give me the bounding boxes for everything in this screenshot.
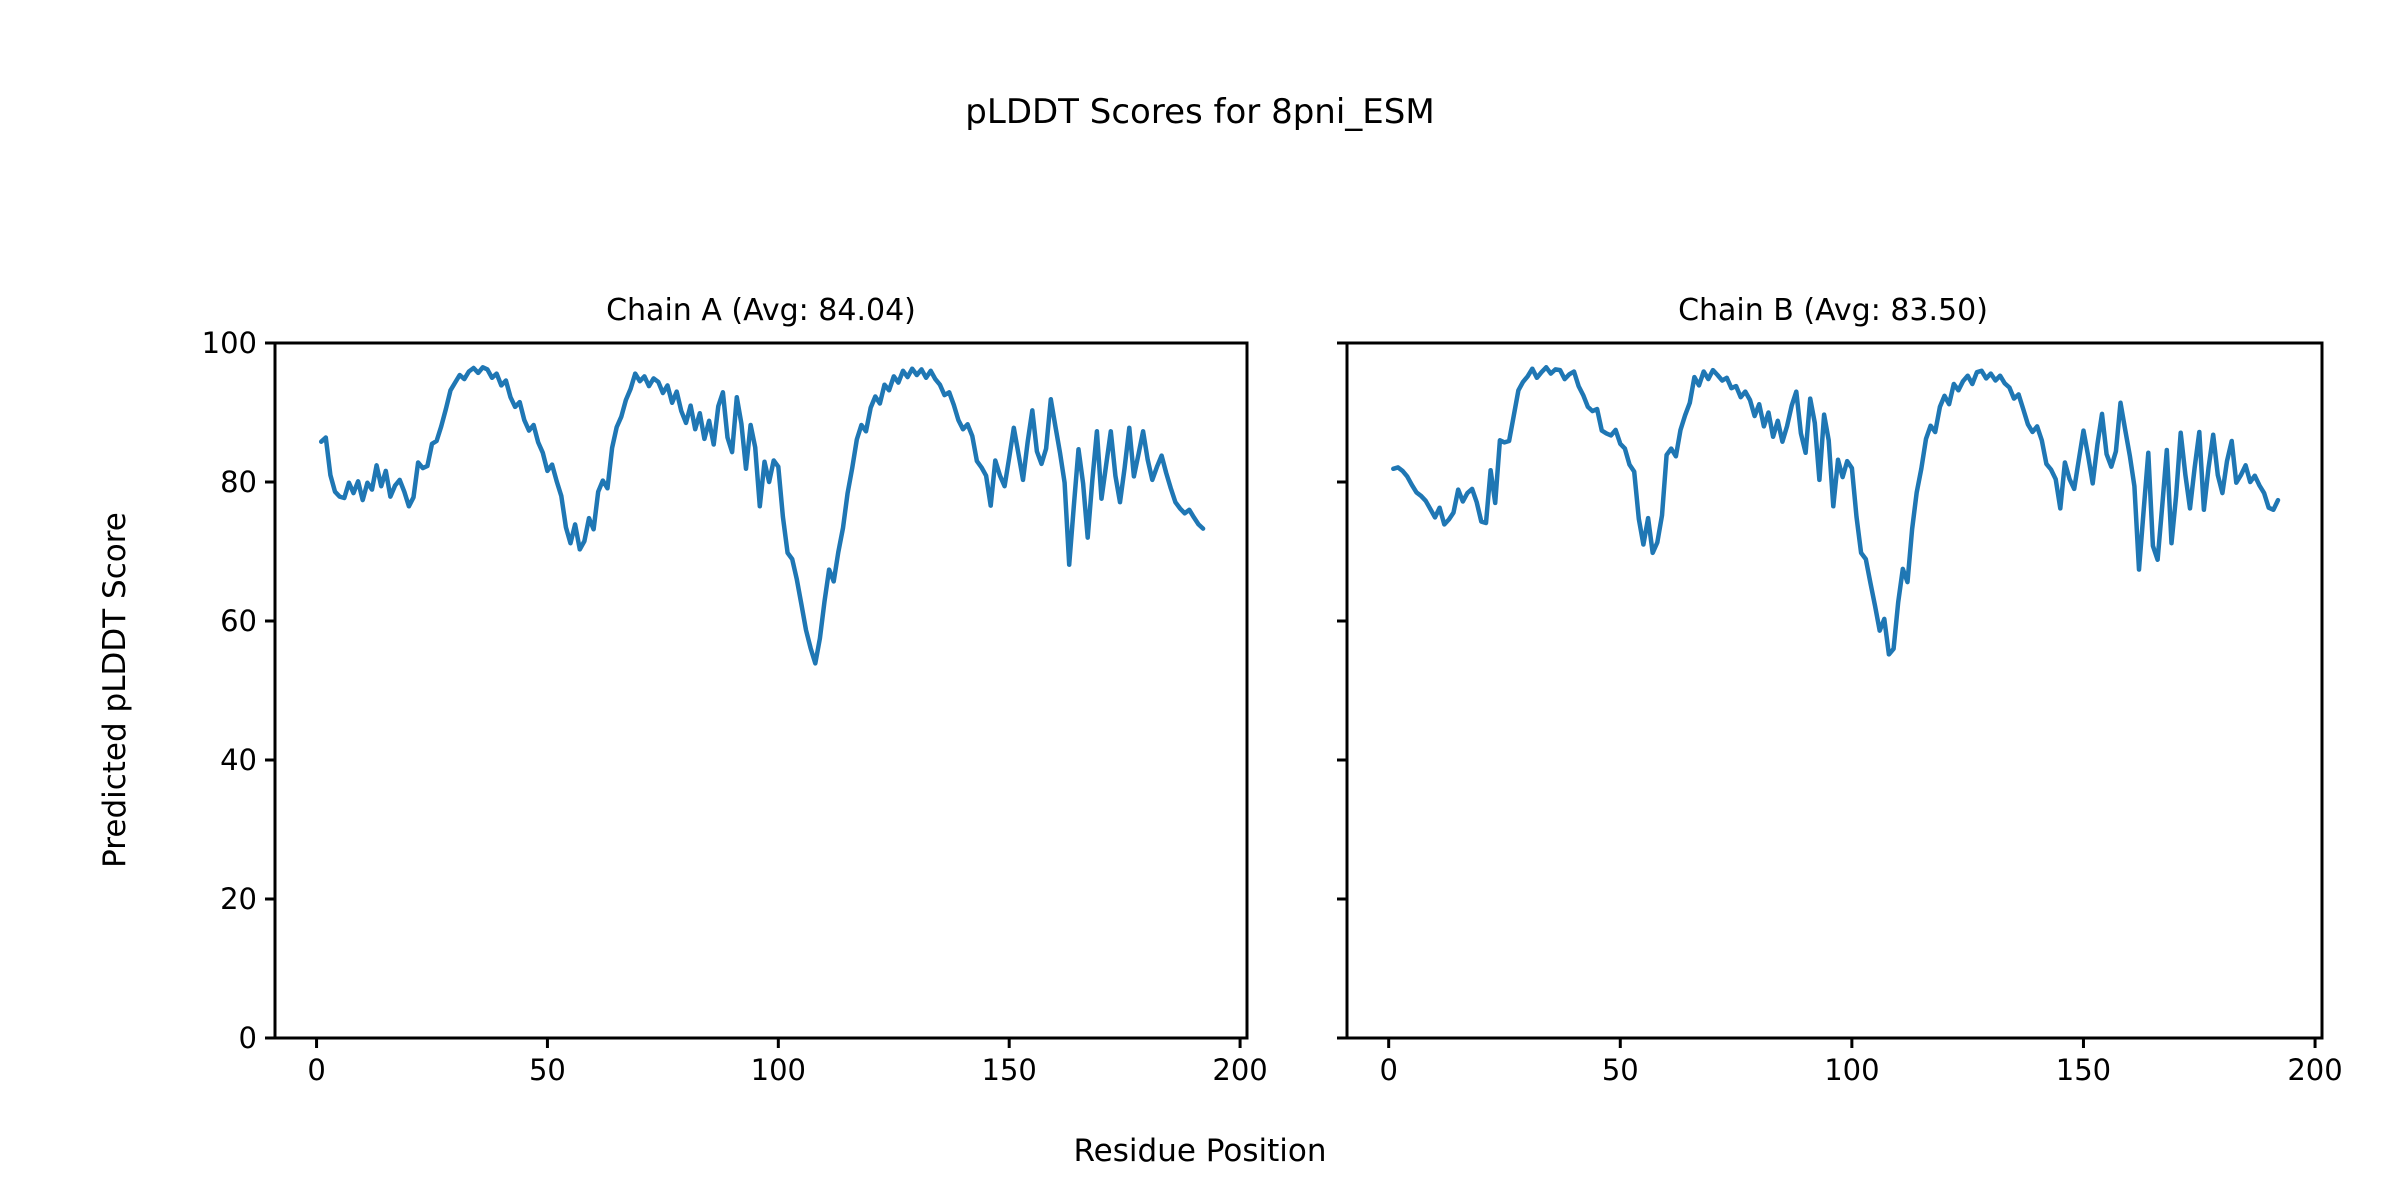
subplot-title-chain-a: Chain A (Avg: 84.04) <box>606 293 916 328</box>
axes-frame <box>1345 341 2324 1040</box>
x-tick-label: 50 <box>1602 1053 1639 1087</box>
x-tick-label: 100 <box>1824 1053 1879 1087</box>
figure-title: pLDDT Scores for 8pni_ESM <box>965 92 1435 132</box>
x-tick-label: 150 <box>982 1053 1037 1087</box>
axes-frame <box>273 341 1249 1040</box>
y-tick-label: 0 <box>239 1021 257 1055</box>
plddt-line-chain-a <box>318 365 1206 666</box>
plddt-line-chain-b <box>1391 365 2281 657</box>
x-tick-label: 0 <box>307 1053 325 1087</box>
subplot-title-chain-b: Chain B (Avg: 83.50) <box>1678 293 1988 328</box>
x-tick-label: 100 <box>751 1053 806 1087</box>
x-tick-label: 0 <box>1379 1053 1397 1087</box>
x-tick-label: 200 <box>1212 1053 1267 1087</box>
y-tick-label: 20 <box>220 882 257 916</box>
x-tick-label: 200 <box>2287 1053 2342 1087</box>
y-tick-label: 40 <box>220 743 257 777</box>
x-axis-label: Residue Position <box>1073 1133 1327 1169</box>
y-tick-label: 60 <box>220 604 257 638</box>
x-tick-label: 50 <box>529 1053 566 1087</box>
y-tick-label: 80 <box>220 465 257 499</box>
x-tick-label: 150 <box>2056 1053 2111 1087</box>
y-tick-label: 100 <box>202 326 257 360</box>
